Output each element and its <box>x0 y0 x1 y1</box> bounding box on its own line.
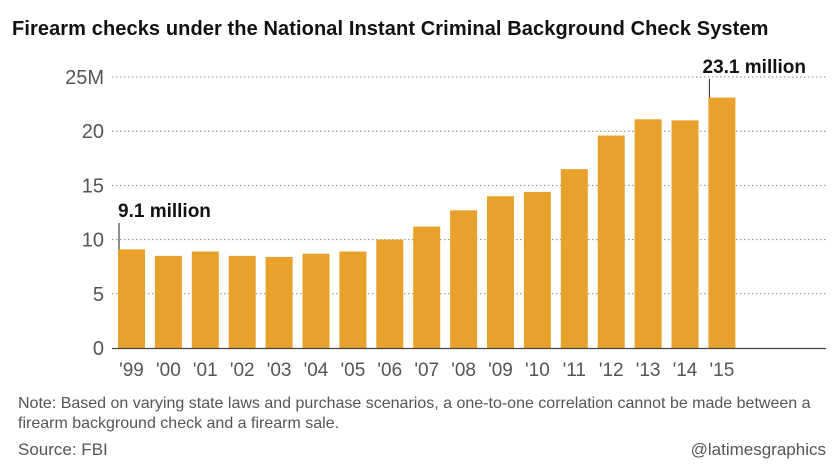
bar <box>560 169 588 348</box>
chart-note: Note: Based on varying state laws and pu… <box>18 395 811 432</box>
y-tick-label: 15 <box>82 175 104 197</box>
bar-chart: 0 5 10 15 20 25M '99 '00 '01 '02 '03 '04 '05 '06 '07 '0… <box>65 57 826 381</box>
x-tick-label: '11 <box>563 360 586 381</box>
bar <box>118 249 145 348</box>
y-tick-label: 5 <box>93 284 104 306</box>
x-tick-label: '13 <box>636 360 661 381</box>
annotation-label: 9.1 million <box>118 201 211 222</box>
source-label: Source: FBI <box>18 440 108 459</box>
bar <box>191 251 219 348</box>
x-tick-label: '10 <box>525 360 550 381</box>
y-tick-label: 20 <box>82 121 104 143</box>
chart-title: Firearm checks under the National Instan… <box>12 18 769 40</box>
x-tick-label: '06 <box>377 360 402 381</box>
bar <box>413 226 441 348</box>
x-tick-label: '09 <box>488 360 513 381</box>
x-tick-label: '14 <box>673 360 698 381</box>
bar <box>523 191 551 348</box>
bar <box>339 251 367 348</box>
bar <box>634 119 662 348</box>
bar <box>154 255 182 348</box>
x-tick-label: '00 <box>156 360 181 381</box>
credit-label: @latimesgraphics <box>690 440 826 459</box>
bar <box>487 196 514 348</box>
x-tick-label: '01 <box>193 360 218 381</box>
annotation-label: 23.1 million <box>703 57 806 78</box>
x-tick-label: '04 <box>304 360 329 381</box>
x-tick-label: '08 <box>451 360 476 381</box>
x-tick-label: '12 <box>599 360 624 381</box>
x-tick-label: '05 <box>341 360 366 381</box>
x-tick-label: '99 <box>119 360 144 381</box>
bar <box>265 256 293 348</box>
bar <box>450 210 478 348</box>
x-tick-label: '15 <box>710 360 735 381</box>
y-tick-label: 25M <box>65 67 104 89</box>
bar <box>708 97 736 348</box>
x-tick-label: '07 <box>414 360 439 381</box>
x-tick-label: '03 <box>267 360 292 381</box>
x-tick-label: '02 <box>230 360 255 381</box>
bar <box>302 253 330 348</box>
y-tick-label: 10 <box>82 230 104 252</box>
bar <box>597 135 625 348</box>
bar <box>671 120 699 348</box>
bar <box>376 239 404 348</box>
bar <box>228 255 256 348</box>
y-tick-label: 0 <box>93 338 104 360</box>
